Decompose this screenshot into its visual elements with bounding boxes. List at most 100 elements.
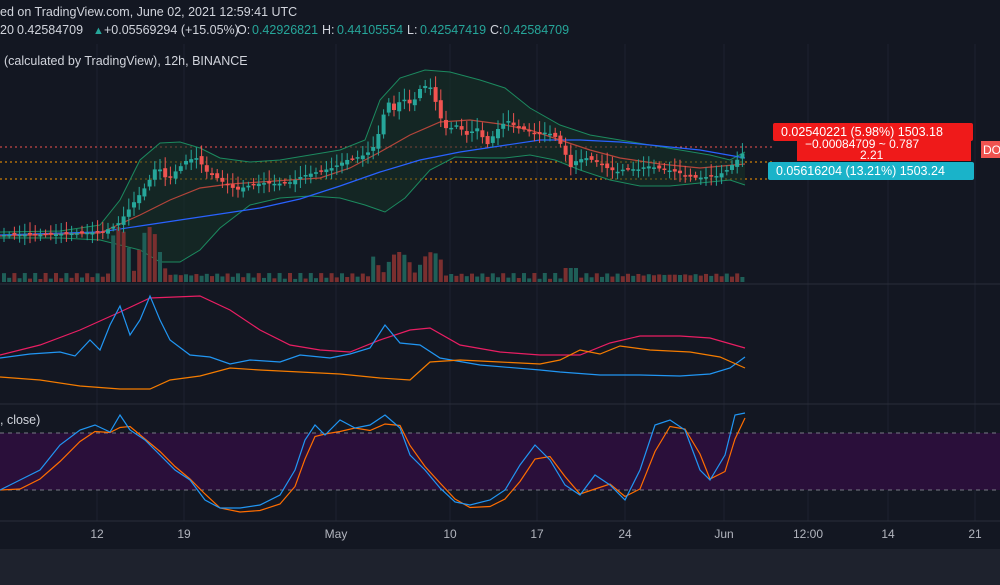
time-axis-label: Jun bbox=[714, 527, 733, 541]
volume-bar bbox=[376, 265, 381, 282]
volume-bar bbox=[496, 277, 500, 282]
low-value: 0.42547419 bbox=[420, 23, 486, 37]
stoch-d-line bbox=[0, 417, 746, 513]
volume-bar bbox=[553, 273, 558, 282]
volume-bar bbox=[371, 256, 376, 282]
symbol-info[interactable]: (calculated by TradingView), 12h, BINANC… bbox=[4, 54, 248, 68]
candle-body bbox=[558, 135, 563, 144]
volume-bar bbox=[194, 274, 199, 282]
candle-body bbox=[267, 181, 272, 184]
candle-body bbox=[340, 162, 344, 166]
volume-bar bbox=[381, 272, 386, 282]
volume-bar bbox=[657, 274, 662, 282]
candle-body bbox=[704, 177, 708, 179]
candle-body bbox=[464, 131, 469, 135]
candle-body bbox=[683, 175, 688, 177]
time-axis-label: 19 bbox=[177, 527, 191, 541]
low-label: L: bbox=[407, 23, 417, 37]
candle-body bbox=[168, 176, 173, 178]
candle-body bbox=[490, 136, 495, 143]
volume-bar bbox=[33, 273, 38, 282]
candle-body bbox=[371, 147, 376, 151]
volume-bar bbox=[724, 273, 729, 282]
candle-body bbox=[262, 183, 266, 185]
candle-body bbox=[454, 125, 459, 127]
volume-bar bbox=[470, 273, 474, 282]
volume-bar bbox=[298, 273, 303, 282]
volume-bar bbox=[558, 278, 563, 282]
candle-body bbox=[204, 165, 209, 172]
right-price-tag[interactable] bbox=[981, 141, 1000, 158]
candle-body bbox=[126, 209, 131, 217]
volume-bar bbox=[605, 273, 610, 282]
volume-bar bbox=[740, 276, 745, 282]
volume-bar bbox=[324, 277, 329, 282]
volume-bar bbox=[142, 232, 147, 282]
volume-bar bbox=[542, 273, 547, 282]
volume-bar bbox=[620, 276, 625, 282]
volume-bar bbox=[319, 273, 324, 282]
volume-bar bbox=[454, 275, 459, 282]
measure-tag-middle[interactable] bbox=[797, 141, 971, 161]
candle-body bbox=[100, 231, 105, 233]
candle-body bbox=[215, 173, 220, 179]
candle-body bbox=[688, 174, 693, 177]
candle-body bbox=[522, 126, 526, 130]
volume-bar bbox=[636, 273, 641, 282]
moving-averages bbox=[0, 119, 746, 237]
candle-body bbox=[22, 234, 27, 237]
volume-bar bbox=[215, 273, 220, 282]
measure-tag-upper[interactable] bbox=[773, 123, 973, 141]
volume-bar bbox=[345, 277, 350, 282]
volume-bar bbox=[12, 273, 17, 282]
candle-body bbox=[496, 129, 500, 139]
candle-body bbox=[251, 183, 256, 186]
candle-body bbox=[532, 132, 537, 135]
measure-tag-lower[interactable] bbox=[768, 162, 974, 180]
candle-body bbox=[137, 195, 142, 204]
candle-body bbox=[116, 223, 121, 226]
volume-bar bbox=[204, 273, 209, 282]
candle-body bbox=[142, 188, 147, 197]
ohlc-prefix: 20 bbox=[0, 23, 14, 37]
candle-body bbox=[678, 170, 682, 174]
volume-bar bbox=[230, 276, 235, 282]
bollinger-fill bbox=[0, 70, 745, 262]
candle-body bbox=[272, 183, 277, 186]
right-price-tag-text: DO bbox=[983, 143, 1000, 157]
volume-bar bbox=[225, 273, 230, 282]
stoch-rsi-label[interactable]: , close) bbox=[0, 413, 40, 427]
candle-body bbox=[563, 145, 568, 155]
close-value: 0.42584709 bbox=[503, 23, 569, 37]
volume-bar bbox=[184, 274, 188, 282]
volume-bar bbox=[251, 277, 256, 282]
volume-bar bbox=[672, 274, 677, 282]
volume-bar bbox=[329, 273, 334, 282]
candle-body bbox=[132, 202, 136, 208]
candle-body bbox=[402, 99, 407, 102]
ma-blue-line bbox=[0, 139, 746, 236]
candle-body bbox=[288, 182, 292, 184]
volume-bar bbox=[402, 254, 407, 282]
high-value: 0.44105554 bbox=[337, 23, 403, 37]
candle-body bbox=[714, 176, 719, 178]
volume-bar bbox=[714, 273, 719, 282]
candle-body bbox=[366, 152, 370, 155]
candle-body bbox=[579, 159, 584, 163]
volume-bar bbox=[433, 253, 438, 282]
volume-bar bbox=[90, 277, 95, 282]
time-axis-label: May bbox=[325, 527, 348, 541]
volume-bar bbox=[95, 273, 100, 282]
volume-bar bbox=[106, 273, 110, 282]
time-axis[interactable]: 12 19 May 10 17 24 Jun 12:00 14 21 bbox=[90, 527, 982, 541]
candle-body bbox=[199, 156, 204, 165]
volume-bar bbox=[246, 273, 251, 282]
candle-body bbox=[246, 185, 251, 188]
volume-bar bbox=[126, 247, 131, 282]
volume-bar bbox=[360, 273, 365, 282]
volume-bar bbox=[262, 277, 266, 282]
volume-bar bbox=[485, 276, 490, 282]
triangle-up-icon: ▲ bbox=[93, 25, 104, 37]
time-axis-label: 10 bbox=[443, 527, 457, 541]
